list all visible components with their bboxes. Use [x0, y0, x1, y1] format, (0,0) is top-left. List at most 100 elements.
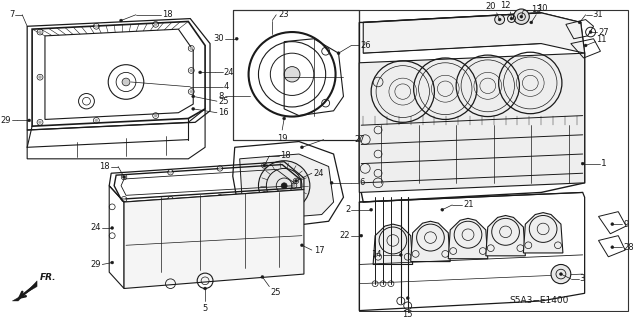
Text: 25: 25 [218, 97, 228, 106]
Circle shape [584, 44, 587, 47]
Circle shape [259, 161, 310, 211]
Circle shape [95, 119, 98, 122]
Circle shape [406, 297, 409, 300]
Text: 4: 4 [224, 82, 229, 91]
Text: 29: 29 [1, 116, 12, 125]
Text: 2: 2 [345, 205, 350, 214]
Circle shape [261, 276, 264, 278]
Circle shape [611, 246, 614, 249]
Circle shape [154, 23, 157, 26]
Text: 27: 27 [355, 135, 365, 144]
Circle shape [360, 234, 363, 237]
Circle shape [192, 108, 195, 110]
Circle shape [589, 31, 592, 33]
Circle shape [190, 47, 193, 50]
Text: 24: 24 [224, 68, 234, 77]
Text: 8: 8 [218, 92, 224, 101]
Text: 9: 9 [623, 220, 628, 229]
Polygon shape [448, 219, 488, 259]
Circle shape [520, 15, 523, 18]
Text: 19: 19 [277, 134, 287, 143]
Polygon shape [373, 224, 413, 264]
Text: 6: 6 [359, 178, 365, 187]
Text: 23: 23 [278, 10, 289, 19]
Polygon shape [486, 216, 525, 256]
Text: 25: 25 [270, 288, 281, 298]
Text: 18: 18 [100, 162, 110, 171]
Polygon shape [240, 154, 333, 219]
Circle shape [236, 37, 238, 40]
Text: 30: 30 [213, 34, 224, 43]
Circle shape [38, 121, 42, 124]
Text: 5: 5 [202, 304, 208, 313]
Circle shape [284, 67, 300, 82]
Polygon shape [524, 212, 563, 253]
Polygon shape [411, 221, 450, 262]
Circle shape [263, 164, 266, 167]
Text: 11: 11 [596, 35, 607, 44]
Circle shape [154, 114, 157, 117]
Circle shape [498, 18, 501, 21]
Circle shape [123, 176, 125, 178]
Text: 1: 1 [602, 159, 607, 168]
Circle shape [578, 21, 581, 24]
Text: 7: 7 [9, 10, 14, 19]
Text: 16: 16 [218, 108, 228, 117]
Circle shape [95, 25, 98, 28]
Text: 24: 24 [91, 224, 101, 233]
Circle shape [281, 183, 287, 189]
Text: 24: 24 [314, 169, 324, 178]
Circle shape [28, 119, 31, 122]
Text: 14: 14 [371, 250, 382, 259]
Circle shape [513, 9, 529, 24]
Text: 17: 17 [314, 246, 324, 255]
Circle shape [170, 198, 172, 200]
Circle shape [120, 19, 122, 22]
Circle shape [300, 146, 303, 149]
Text: 18: 18 [161, 10, 172, 19]
Text: 22: 22 [340, 231, 350, 240]
Text: FR.: FR. [40, 273, 56, 282]
Circle shape [300, 244, 303, 247]
Circle shape [111, 226, 114, 229]
Text: 21: 21 [463, 200, 474, 210]
Text: 3: 3 [580, 274, 585, 283]
Polygon shape [364, 13, 585, 53]
Circle shape [263, 164, 266, 167]
Circle shape [495, 15, 504, 24]
Circle shape [330, 182, 333, 184]
Circle shape [611, 223, 614, 226]
Polygon shape [124, 189, 304, 288]
Circle shape [192, 95, 195, 98]
Circle shape [38, 31, 42, 33]
Circle shape [294, 180, 298, 182]
Circle shape [295, 180, 297, 182]
Circle shape [219, 196, 221, 198]
Circle shape [190, 90, 193, 93]
Polygon shape [12, 281, 37, 301]
Text: 18: 18 [280, 152, 291, 160]
Text: 10: 10 [537, 4, 548, 13]
Circle shape [283, 117, 285, 120]
Text: 28: 28 [623, 243, 634, 252]
Circle shape [370, 208, 372, 211]
Circle shape [530, 21, 532, 24]
Text: 20: 20 [485, 2, 496, 11]
Circle shape [111, 261, 114, 264]
Circle shape [559, 273, 563, 276]
Text: 27: 27 [598, 27, 609, 37]
Circle shape [263, 193, 266, 196]
Text: 26: 26 [360, 41, 371, 50]
Circle shape [219, 167, 221, 170]
Circle shape [198, 71, 202, 74]
Circle shape [38, 76, 42, 78]
Text: S5A3−E1400: S5A3−E1400 [509, 295, 569, 305]
Circle shape [581, 162, 584, 165]
Circle shape [293, 185, 295, 187]
Bar [233, 10, 359, 140]
Polygon shape [359, 53, 585, 192]
Bar [233, 10, 359, 140]
Text: 13: 13 [531, 5, 542, 14]
Circle shape [190, 69, 193, 72]
Circle shape [123, 198, 125, 200]
